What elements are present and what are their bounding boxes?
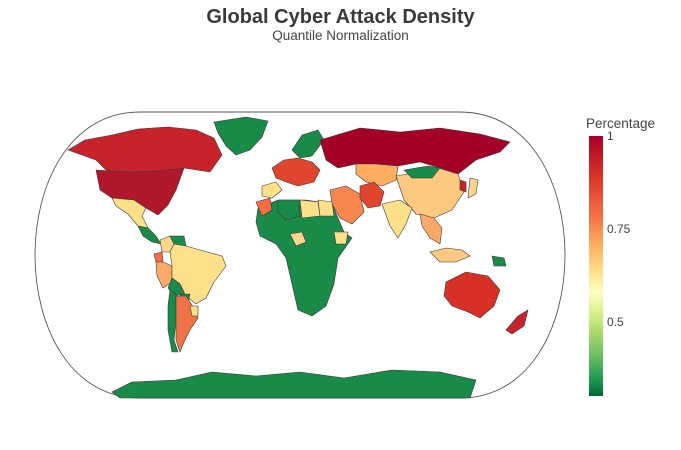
region-spain[interactable]: [261, 181, 283, 199]
region-iran[interactable]: [359, 181, 385, 209]
colorbar: [589, 136, 603, 396]
region-united-states[interactable]: [95, 167, 185, 216]
region-brazil[interactable]: [169, 243, 227, 305]
region-new-zealand[interactable]: [505, 309, 529, 335]
region-ecuador[interactable]: [153, 251, 164, 263]
region-ethiopia[interactable]: [333, 231, 349, 245]
map-title: Global Cyber Attack Density: [206, 6, 475, 28]
colorbar-tick-1: 1: [607, 129, 614, 143]
region-australia[interactable]: [443, 271, 501, 319]
map-subtitle: Quantile Normalization: [272, 28, 409, 43]
colorbar-tick-075: 0.75: [607, 222, 631, 236]
region-japan[interactable]: [467, 177, 479, 199]
region-antarctica[interactable]: [111, 369, 477, 399]
region-kazakhstan[interactable]: [355, 163, 399, 187]
region-libya[interactable]: [299, 199, 321, 219]
region-southeast-asia[interactable]: [419, 213, 443, 245]
region-indonesia[interactable]: [429, 247, 471, 263]
colorbar-title: Percentage: [586, 116, 656, 131]
colorbar-tick-05: 0.5: [607, 315, 624, 329]
region-uruguay[interactable]: [189, 305, 199, 317]
region-middle-east[interactable]: [329, 185, 365, 225]
region-algeria[interactable]: [277, 199, 301, 221]
region-egypt[interactable]: [317, 199, 335, 217]
region-greenland[interactable]: [213, 116, 269, 156]
region-nigeria[interactable]: [289, 231, 307, 247]
region-europe-west[interactable]: [271, 157, 321, 187]
region-india[interactable]: [381, 199, 413, 239]
region-korea[interactable]: [459, 179, 467, 193]
region-mongolia[interactable]: [403, 165, 441, 179]
region-papua-new-guinea[interactable]: [491, 255, 507, 267]
region-morocco[interactable]: [255, 197, 273, 217]
region-canada[interactable]: [67, 126, 223, 173]
